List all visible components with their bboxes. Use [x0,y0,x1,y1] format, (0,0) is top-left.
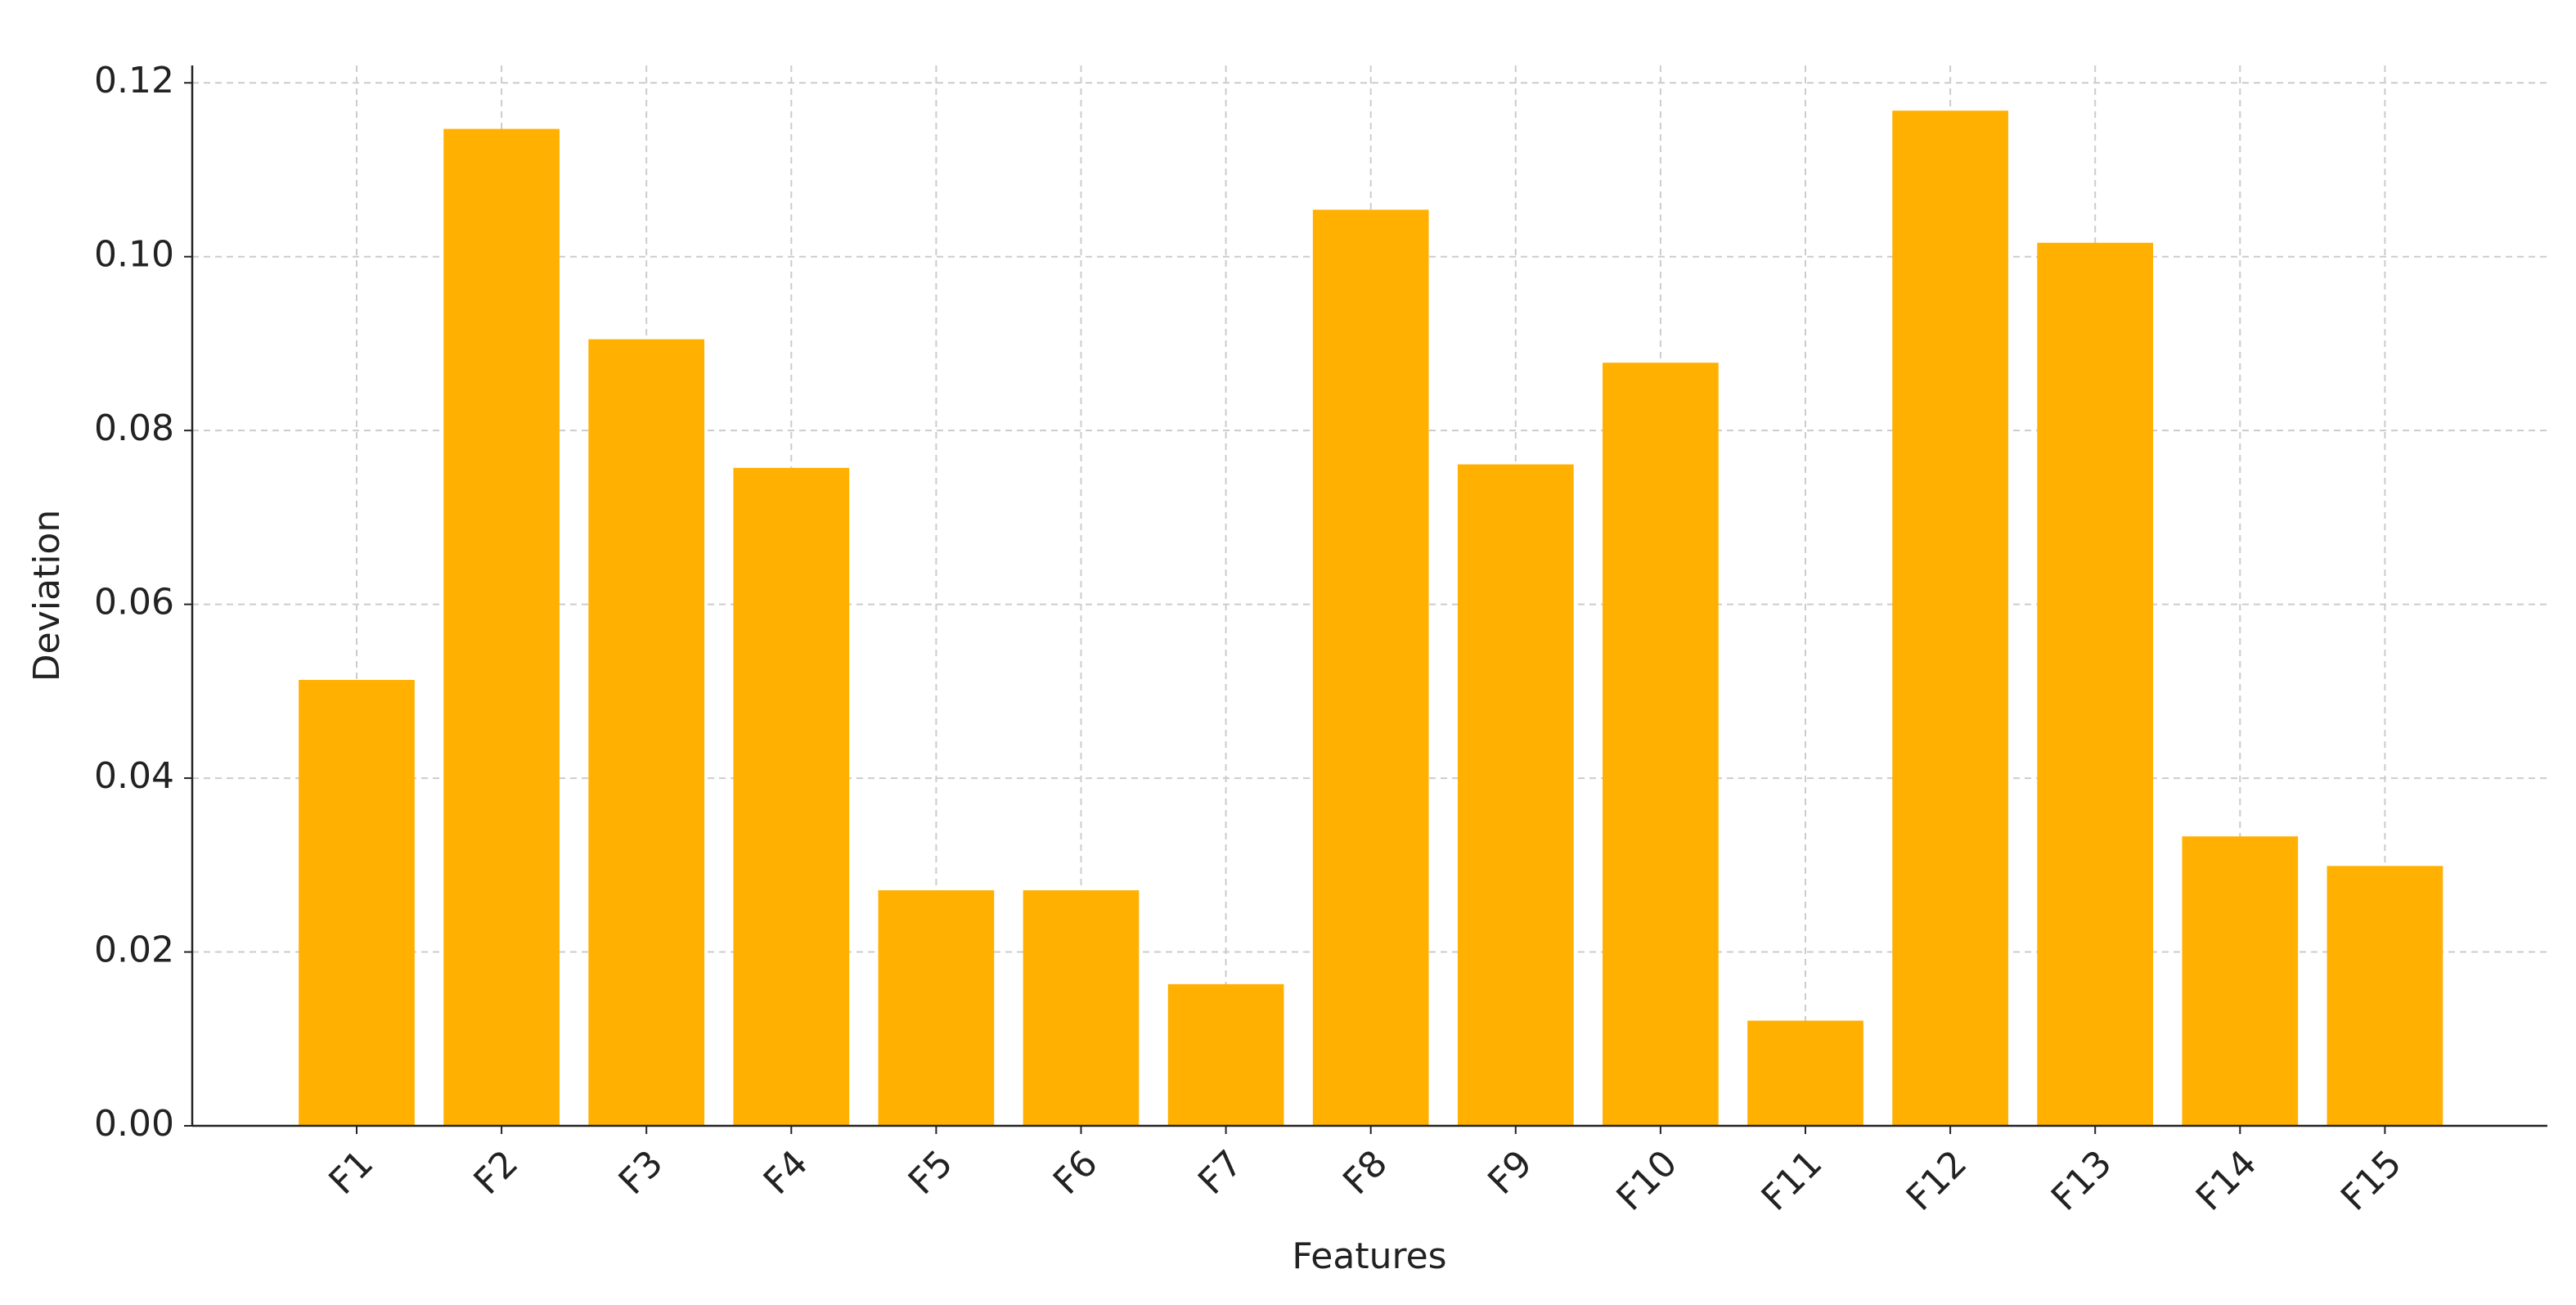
x-tick-label: F13 [2043,1142,2120,1219]
x-tick-label: F2 [466,1142,527,1203]
bar [1747,1020,1863,1126]
y-tick-label: 0.06 [94,582,174,623]
x-tick-label: F3 [611,1142,672,1203]
x-tick-label: F7 [1190,1142,1251,1203]
bar [2037,242,2154,1126]
bar [878,890,995,1126]
bar [733,467,850,1126]
x-tick-label: F11 [1754,1142,1831,1219]
bar [1457,464,1574,1126]
bar [2326,866,2443,1126]
x-tick-label: F14 [2188,1142,2265,1219]
y-tick-label: 0.04 [94,755,174,797]
y-tick-label: 0.00 [94,1103,174,1145]
bar [1312,209,1429,1127]
x-tick-label: F12 [1899,1142,1976,1219]
y-tick-label: 0.08 [94,407,174,449]
bar [1023,890,1140,1126]
x-axis-label: Features [1292,1235,1446,1277]
bar [1603,362,1719,1126]
bar [2182,836,2299,1126]
x-tick-label: F15 [2333,1142,2410,1219]
bar [1167,983,1284,1126]
bar [299,680,415,1126]
x-tick-label: F8 [1335,1142,1396,1203]
y-tick-label: 0.10 [94,234,174,276]
x-tick-label: F4 [756,1142,816,1203]
bar [588,339,705,1127]
x-tick-label: F1 [321,1142,382,1203]
y-tick-label: 0.02 [94,929,174,971]
x-tick-label: F10 [1609,1142,1686,1219]
bar [1892,110,2008,1126]
x-tick-label: F6 [1045,1142,1106,1203]
y-axis-label: Deviation [26,510,68,682]
bar [443,128,560,1126]
y-tick-label: 0.12 [94,60,174,101]
x-tick-label: F9 [1480,1142,1540,1203]
x-tick-label: F5 [901,1142,961,1203]
